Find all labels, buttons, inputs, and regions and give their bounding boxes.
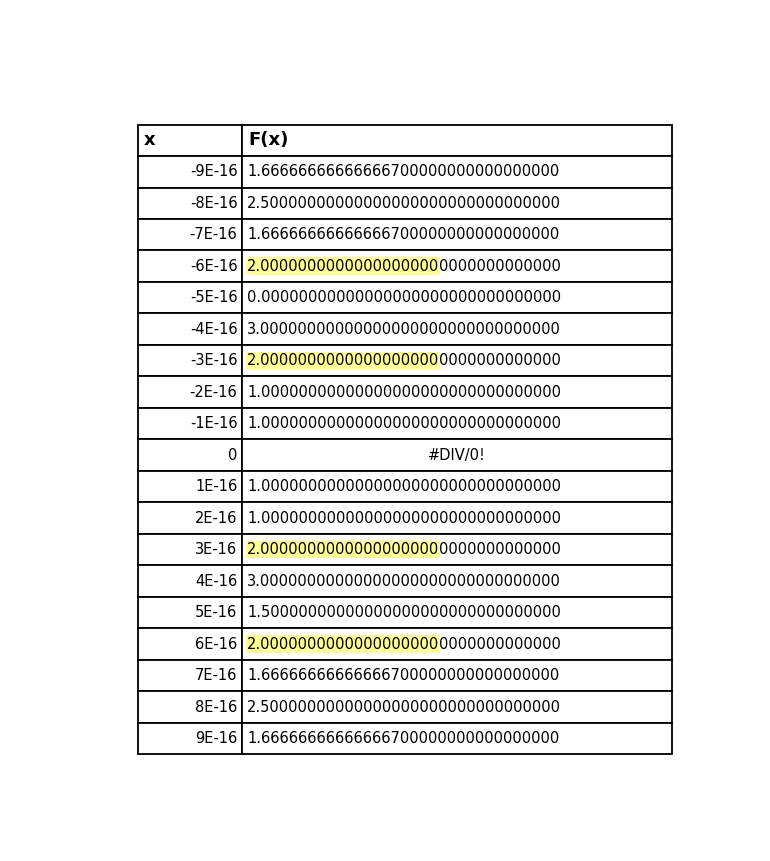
Bar (138, 345, 243, 376)
Text: 0000000000000: 0000000000000 (439, 353, 561, 369)
Text: -1E-16: -1E-16 (189, 416, 237, 431)
Bar (243, 691, 672, 723)
Text: 1.00000000000000000000000000000000: 1.00000000000000000000000000000000 (247, 416, 561, 431)
Bar (138, 125, 243, 156)
Text: -8E-16: -8E-16 (189, 195, 237, 211)
Text: 0.00000000000000000000000000000000: 0.00000000000000000000000000000000 (247, 290, 561, 306)
Bar (243, 597, 672, 629)
Text: -4E-16: -4E-16 (189, 322, 237, 337)
Text: 8E-16: 8E-16 (195, 700, 237, 715)
Text: 5E-16: 5E-16 (195, 605, 237, 620)
Text: 3.00000000000000000000000000000000: 3.00000000000000000000000000000000 (247, 322, 561, 337)
Bar (243, 408, 672, 439)
Bar (243, 219, 672, 251)
Bar (138, 503, 243, 534)
Text: 2.0000000000000000000: 2.0000000000000000000 (247, 636, 439, 652)
Text: 2.0000000000000000000: 2.0000000000000000000 (247, 353, 439, 369)
Bar (138, 282, 243, 313)
Bar (138, 660, 243, 691)
Bar (246, 257, 440, 275)
Bar (138, 251, 243, 282)
Bar (243, 282, 672, 313)
Text: 1.50000000000000000000000000000000: 1.50000000000000000000000000000000 (247, 605, 561, 620)
Bar (138, 313, 243, 345)
Bar (243, 376, 672, 408)
Text: 2.50000000000000000000000000000000: 2.50000000000000000000000000000000 (247, 700, 561, 715)
Bar (246, 541, 440, 559)
Text: 2.0000000000000000000: 2.0000000000000000000 (247, 542, 439, 557)
Text: 2.50000000000000000000000000000000: 2.50000000000000000000000000000000 (247, 195, 561, 211)
Text: 0: 0 (228, 448, 237, 462)
Text: 1.66666666666666700000000000000000: 1.66666666666666700000000000000000 (247, 227, 559, 242)
Text: 0000000000000: 0000000000000 (439, 542, 561, 557)
Bar (243, 503, 672, 534)
Text: 1.66666666666666700000000000000000: 1.66666666666666700000000000000000 (247, 164, 559, 179)
Bar (243, 566, 672, 597)
Text: 1.66666666666666700000000000000000: 1.66666666666666700000000000000000 (247, 731, 559, 746)
Bar (243, 660, 672, 691)
Text: 1.00000000000000000000000000000000: 1.00000000000000000000000000000000 (247, 480, 561, 494)
Text: -3E-16: -3E-16 (190, 353, 237, 369)
Text: 2.0000000000000000000: 2.0000000000000000000 (247, 259, 439, 274)
Text: -2E-16: -2E-16 (189, 385, 237, 400)
Text: 4E-16: 4E-16 (195, 573, 237, 589)
Bar (138, 597, 243, 629)
Bar (246, 352, 440, 369)
Text: -9E-16: -9E-16 (189, 164, 237, 179)
Text: 1.66666666666666700000000000000000: 1.66666666666666700000000000000000 (247, 668, 559, 683)
Bar (138, 629, 243, 660)
Bar (243, 313, 672, 345)
Text: 1.00000000000000000000000000000000: 1.00000000000000000000000000000000 (247, 385, 561, 400)
Bar (138, 566, 243, 597)
Bar (138, 723, 243, 754)
Text: -7E-16: -7E-16 (189, 227, 237, 242)
Bar (243, 188, 672, 219)
Bar (243, 345, 672, 376)
Bar (138, 471, 243, 503)
Bar (243, 439, 672, 471)
Text: F(x): F(x) (248, 131, 289, 149)
Text: 9E-16: 9E-16 (195, 731, 237, 746)
Bar (243, 156, 672, 188)
Text: 0000000000000: 0000000000000 (439, 636, 561, 652)
Bar (243, 471, 672, 503)
Text: -6E-16: -6E-16 (189, 259, 237, 274)
Text: 1E-16: 1E-16 (195, 480, 237, 494)
Bar (138, 408, 243, 439)
Text: 2E-16: 2E-16 (195, 511, 237, 526)
Text: -5E-16: -5E-16 (189, 290, 237, 306)
Text: 1.00000000000000000000000000000000: 1.00000000000000000000000000000000 (247, 511, 561, 526)
Text: x: x (144, 131, 156, 149)
Text: #DIV/0!: #DIV/0! (428, 448, 486, 462)
Bar (138, 376, 243, 408)
Bar (243, 723, 672, 754)
Text: 6E-16: 6E-16 (195, 636, 237, 652)
Bar (243, 125, 672, 156)
Bar (138, 439, 243, 471)
Bar (243, 629, 672, 660)
Bar (138, 188, 243, 219)
Bar (138, 156, 243, 188)
Text: 0000000000000: 0000000000000 (439, 259, 561, 274)
Bar (138, 691, 243, 723)
Bar (138, 534, 243, 566)
Text: 7E-16: 7E-16 (195, 668, 237, 683)
Text: 3.00000000000000000000000000000000: 3.00000000000000000000000000000000 (247, 573, 561, 589)
Bar (243, 534, 672, 566)
Bar (246, 635, 440, 653)
Bar (138, 219, 243, 251)
Bar (243, 251, 672, 282)
Text: 3E-16: 3E-16 (196, 542, 237, 557)
